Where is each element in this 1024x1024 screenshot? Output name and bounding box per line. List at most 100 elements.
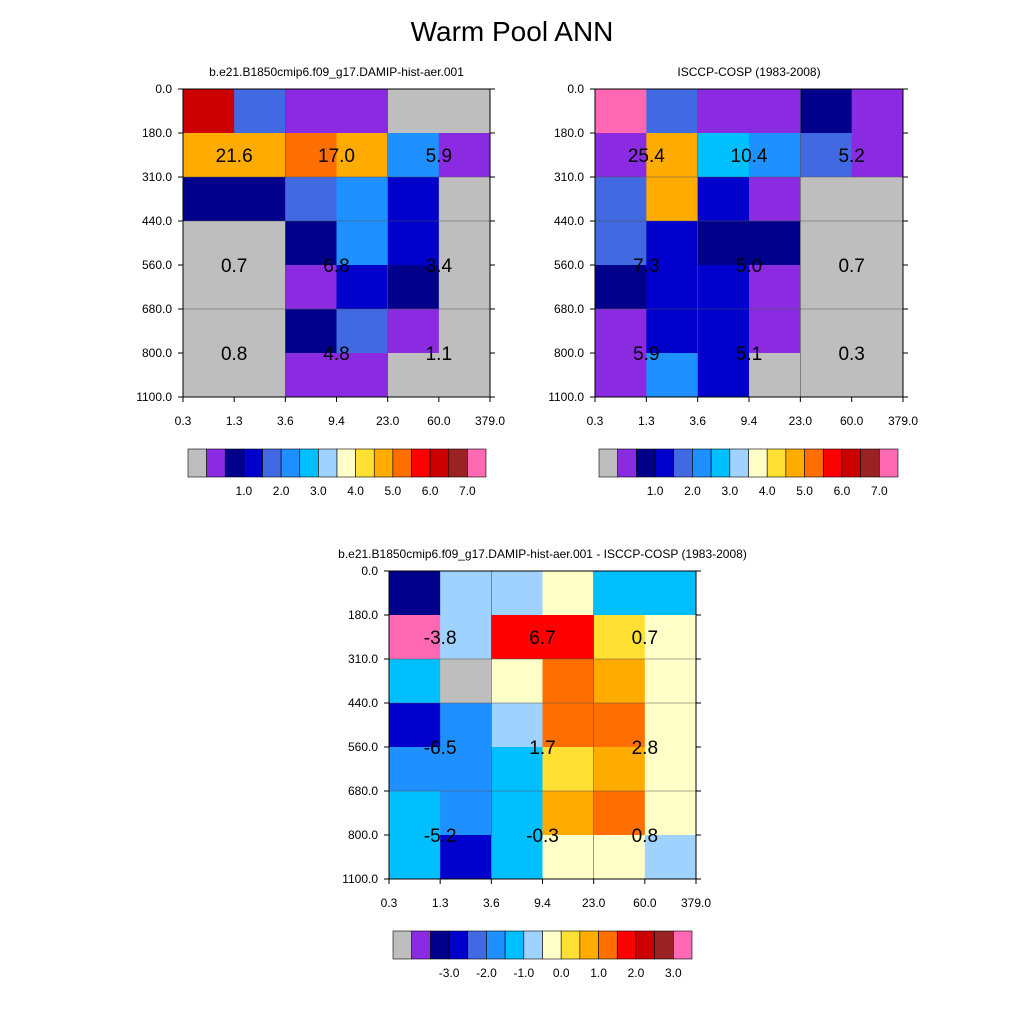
block-total-label: 6.7	[529, 628, 555, 649]
heatmap-cell	[440, 703, 492, 748]
heatmap-cell	[336, 353, 389, 398]
colorbar-swatch	[841, 448, 861, 478]
heatmap-cell	[697, 309, 750, 354]
heatmap-cell	[491, 791, 543, 836]
heatmap-cell	[851, 353, 904, 398]
heatmap-panel-2: ISCCP-COSP (1983-2008) 0.0 180.0 310.0 440.0…	[548, 65, 918, 498]
heatmap-cell	[644, 659, 697, 704]
heatmap-cell	[542, 703, 595, 748]
block-total-label: -3.8	[424, 628, 457, 649]
colorbar-swatch	[673, 448, 693, 478]
heatmap-cell	[336, 177, 389, 222]
colorbar-label: 6.0	[834, 484, 851, 498]
heatmap-cell	[593, 747, 646, 792]
y-tick-label: 180.0	[554, 126, 584, 140]
block-total-label: 0.3	[838, 344, 864, 365]
colorbar-label: 0.0	[553, 966, 570, 980]
colorbar-label: 3.0	[310, 484, 327, 498]
colorbar-swatch	[448, 930, 469, 960]
heatmap-cell	[285, 133, 337, 178]
heatmap-cell	[387, 89, 440, 134]
block-total-label: -6.5	[424, 738, 457, 759]
x-tick-label: 0.3	[587, 414, 604, 428]
x-tick-label: 9.4	[741, 414, 758, 428]
heatmap-cell	[438, 265, 491, 310]
heatmap-cell	[749, 89, 801, 134]
colorbar-swatch	[710, 448, 731, 478]
colorbar-label: 3.0	[665, 966, 682, 980]
heatmap-cell	[800, 221, 853, 266]
heatmap-cell	[800, 133, 853, 178]
heatmap-cell	[440, 835, 492, 880]
heatmap-cell	[593, 659, 646, 704]
block-total-label: -0.3	[526, 826, 559, 847]
heatmap-cell	[749, 353, 801, 398]
heatmap-cell	[749, 221, 801, 266]
x-tick-label: 60.0	[427, 414, 451, 428]
heatmap-cell	[389, 659, 441, 704]
block-total-label: 6.8	[323, 256, 349, 277]
heatmap-cell	[336, 89, 389, 134]
colorbar-swatch	[411, 448, 431, 478]
x-tick-label: 0.3	[381, 896, 398, 910]
colorbar-swatch	[504, 930, 525, 960]
heatmap-cell	[595, 177, 647, 222]
heatmap-cell	[438, 133, 491, 178]
x-tick-label: 23.0	[789, 414, 813, 428]
heatmap-cell	[646, 89, 699, 134]
block-total-label: 4.8	[323, 344, 349, 365]
heatmap-cell	[851, 221, 904, 266]
heatmap-cell	[183, 265, 235, 310]
colorbar-swatch	[785, 448, 805, 478]
heatmap-cell	[389, 791, 441, 836]
colorbar-swatch	[224, 448, 245, 478]
heatmap-cell	[491, 703, 543, 748]
heatmap-cell	[646, 353, 699, 398]
panel-title: b.e21.B1850cmip6.f09_g17.DAMIP-hist-aer.…	[209, 65, 464, 79]
heatmap-cell	[749, 265, 801, 310]
heatmap-cell	[644, 747, 697, 792]
heatmap-cell	[389, 615, 441, 660]
x-tick-label: 23.0	[376, 414, 400, 428]
heatmap-cell	[387, 133, 440, 178]
x-tick-label: 379.0	[475, 414, 505, 428]
x-tick-label: 3.6	[277, 414, 294, 428]
heatmap-cell	[646, 265, 699, 310]
colorbar-swatch	[560, 930, 581, 960]
colorbar-swatch	[467, 448, 487, 478]
heatmap-cell	[800, 309, 853, 354]
heatmap-cell	[234, 353, 286, 398]
x-tick-label: 0.3	[175, 414, 192, 428]
block-total-label: 0.8	[632, 826, 658, 847]
colorbar-2: 1.0 2.0 3.0 4.0 5.0 6.0 7.0	[598, 448, 899, 498]
colorbar-swatch	[579, 930, 599, 960]
heatmap-cell	[438, 353, 491, 398]
y-tick-label: 310.0	[554, 170, 584, 184]
heatmap-cell	[491, 615, 543, 660]
heatmap-cell	[491, 747, 543, 792]
y-tick-label: 180.0	[348, 608, 378, 622]
colorbar-swatch	[729, 448, 749, 478]
heatmap-cell	[593, 615, 646, 660]
heatmap-cell	[646, 221, 699, 266]
colorbar-swatch	[355, 448, 375, 478]
heatmap-cell	[697, 265, 750, 310]
heatmap-cell	[234, 309, 286, 354]
colorbar-swatch	[262, 448, 282, 478]
colorbar-swatch	[879, 448, 899, 478]
y-tick-label: 310.0	[142, 170, 172, 184]
heatmap-cell	[389, 703, 441, 748]
heatmap-cell	[234, 221, 286, 266]
block-total-label: 0.8	[221, 344, 247, 365]
heatmap-cell	[593, 703, 646, 748]
y-tick-label: 1100.0	[136, 390, 172, 404]
page-title: Warm Pool ANN	[410, 16, 614, 47]
y-tick-label: 1100.0	[342, 872, 378, 886]
colorbar-label: 1.0	[590, 966, 607, 980]
block-total-label: 0.7	[221, 256, 247, 277]
heatmap-cell	[438, 221, 491, 266]
block-total-label: 10.4	[731, 146, 768, 167]
y-tick-label: 560.0	[142, 258, 172, 272]
y-tick-label: 800.0	[142, 346, 172, 360]
y-tick-label: 0.0	[155, 82, 172, 96]
